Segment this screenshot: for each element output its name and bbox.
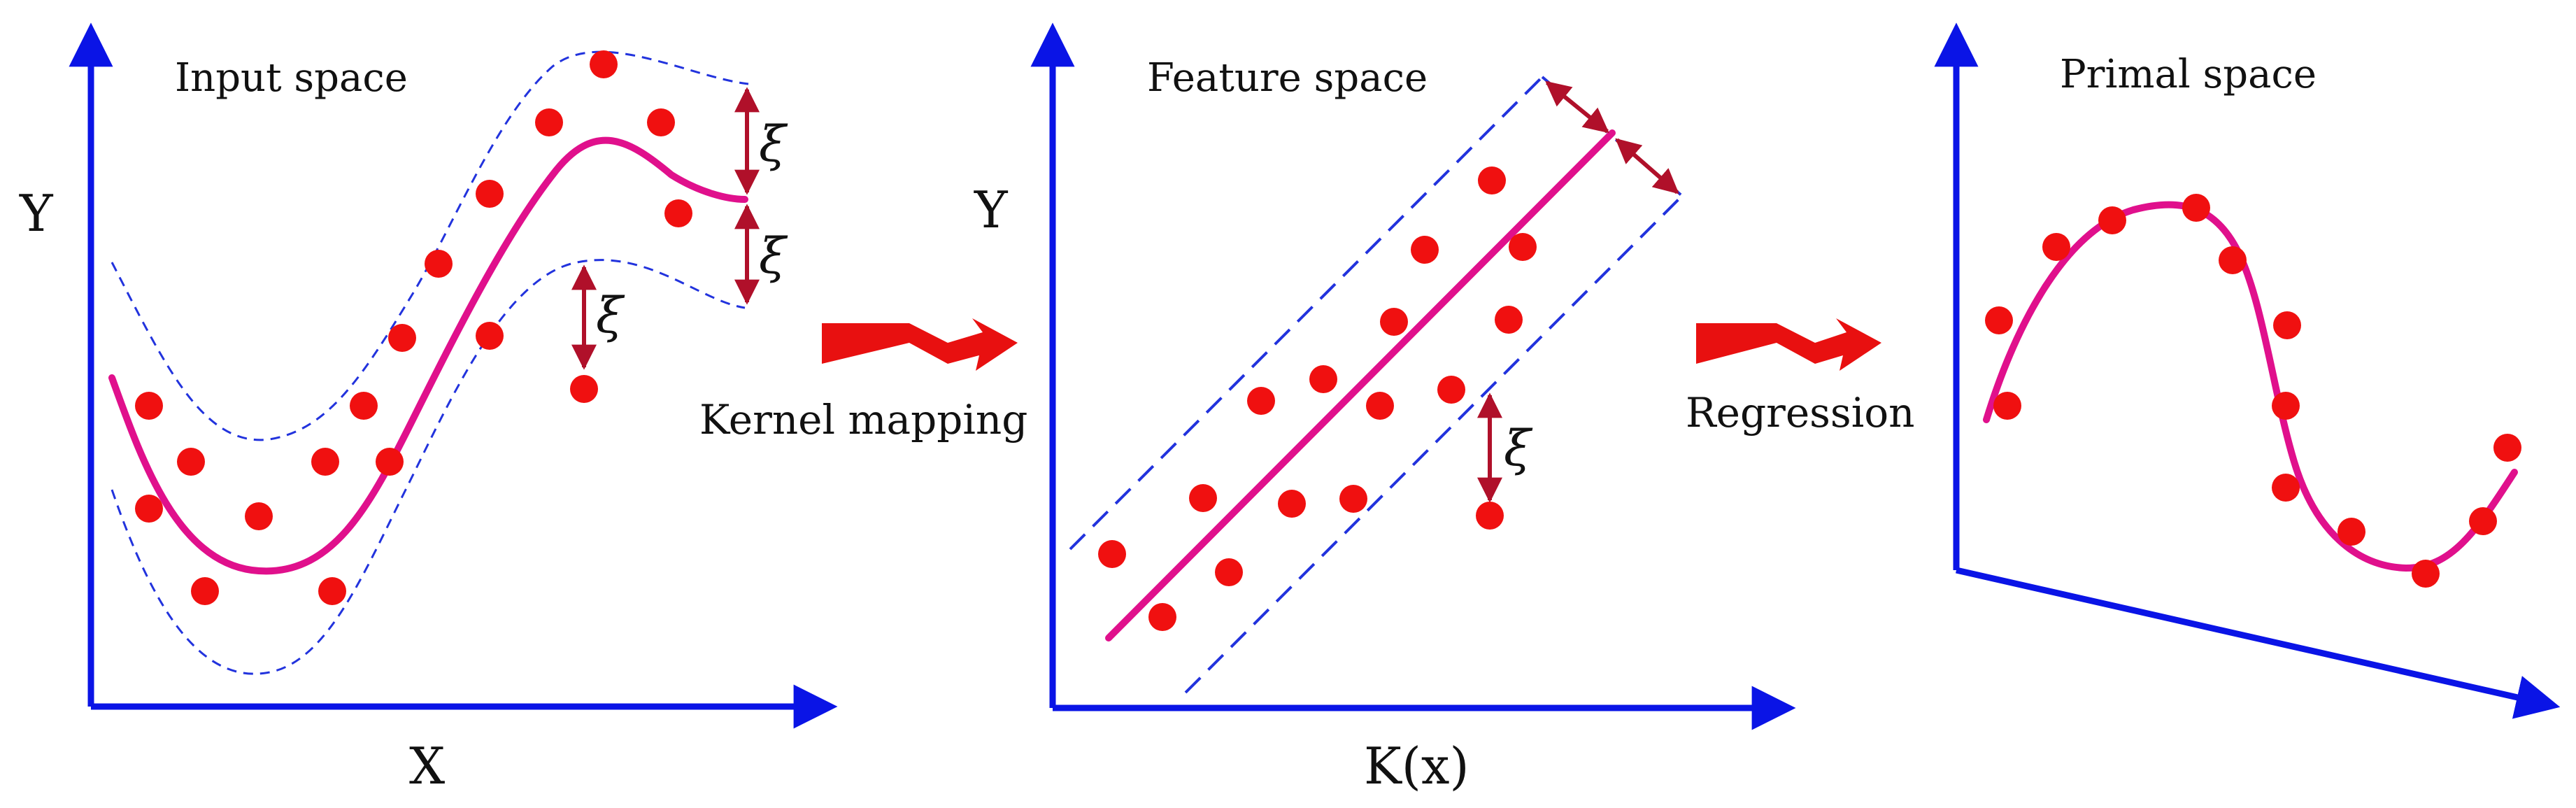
primal-point — [1985, 306, 2013, 334]
primal-point — [2182, 194, 2210, 222]
feature-point — [1478, 166, 1506, 194]
primal-point — [2337, 518, 2365, 546]
primal-point — [2219, 246, 2247, 274]
primal-point — [2469, 507, 2497, 535]
primal-point — [2412, 560, 2440, 588]
primal-x-axis — [1956, 567, 2561, 719]
feature-point — [1148, 603, 1176, 631]
primal-point — [2272, 474, 2300, 502]
feature-margin-arrow-upper — [1545, 80, 1609, 134]
feature-point — [1411, 236, 1439, 264]
feature-point — [1278, 490, 1306, 518]
feature-x-label: K(x) — [1364, 737, 1470, 795]
input-xi-upper: ξ — [759, 115, 788, 173]
primal-regression-curve — [1983, 201, 2518, 572]
input-regression-curve — [108, 136, 748, 575]
input-point — [590, 50, 618, 78]
feature-point — [1309, 365, 1337, 393]
input-space-title: Input space — [175, 55, 408, 101]
feature-xi-slack: ξ — [1504, 420, 1533, 477]
primal-point — [2493, 434, 2521, 462]
feature-space-title: Feature space — [1147, 55, 1428, 101]
input-point — [476, 180, 504, 208]
feature-point — [1437, 376, 1465, 404]
input-point — [388, 324, 416, 352]
input-point — [311, 448, 339, 476]
input-point — [376, 448, 404, 476]
feature-upper-band — [1069, 76, 1544, 551]
feature-y-label: Y — [974, 180, 1009, 239]
feature-point — [1098, 540, 1126, 568]
primal-point — [2098, 206, 2126, 234]
input-point — [318, 577, 346, 605]
regression-label: Regression — [1686, 389, 1915, 437]
input-point — [535, 108, 563, 136]
input-point — [425, 250, 453, 278]
primal-point — [2272, 392, 2300, 420]
input-point — [135, 495, 163, 523]
input-data-points — [135, 50, 692, 605]
zigzag-arrow-icon — [1696, 318, 1881, 371]
input-space-panel: Input space Y X ξ ξ ξ — [19, 22, 838, 795]
input-point — [177, 448, 205, 476]
feature-margin-arrow-lower — [1615, 138, 1679, 194]
feature-point — [1380, 308, 1408, 336]
feature-point — [1339, 485, 1367, 513]
kernel-mapping-label: Kernel mapping — [699, 396, 1027, 444]
primal-space-panel: Primal space — [1934, 22, 2561, 719]
primal-space-title: Primal space — [2060, 52, 2317, 97]
feature-point — [1476, 502, 1504, 530]
input-point — [570, 375, 598, 403]
feature-space-panel: Feature space Y K(x) ξ — [974, 22, 1796, 795]
regression-step: Regression — [1686, 318, 1915, 437]
input-x-label: X — [409, 737, 445, 795]
feature-point — [1366, 392, 1394, 420]
input-xi-slack: ξ — [596, 287, 625, 344]
feature-regression-line — [1105, 129, 1616, 642]
primal-point — [2273, 311, 2301, 339]
primal-point — [2042, 233, 2070, 261]
primal-data-points — [1985, 194, 2521, 588]
feature-point — [1495, 306, 1523, 334]
input-xi-lower: ξ — [759, 227, 788, 285]
feature-point — [1189, 484, 1217, 512]
input-lower-band — [111, 259, 746, 675]
input-point — [664, 199, 692, 227]
input-point — [350, 392, 378, 420]
feature-lower-band — [1184, 194, 1684, 694]
primal-point — [1993, 392, 2021, 420]
input-point — [245, 502, 273, 530]
input-point — [191, 577, 219, 605]
zigzag-arrow-icon — [822, 318, 1018, 371]
input-point — [647, 108, 675, 136]
feature-point — [1215, 558, 1243, 586]
kernel-mapping-step: Kernel mapping — [699, 318, 1027, 444]
feature-data-points — [1098, 166, 1537, 631]
feature-point — [1509, 233, 1537, 261]
input-point — [135, 392, 163, 420]
input-point — [476, 322, 504, 350]
input-y-label: Y — [19, 184, 54, 243]
feature-point — [1247, 387, 1275, 415]
